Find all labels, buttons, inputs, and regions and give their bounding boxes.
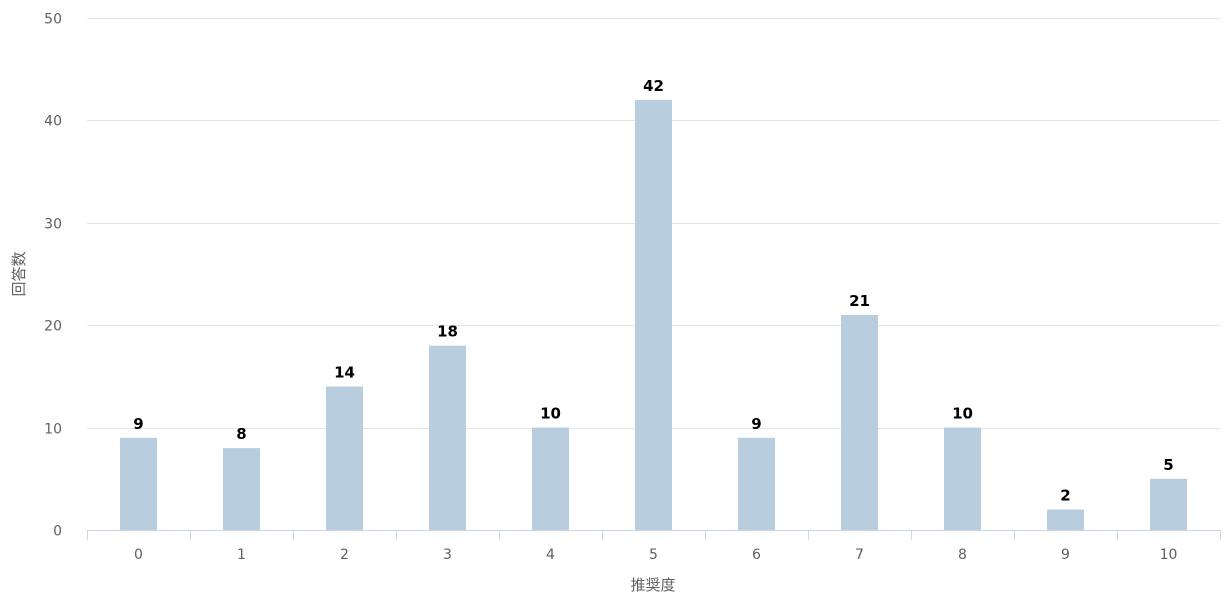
bar-4[interactable] [532, 427, 569, 530]
bar-8[interactable] [944, 427, 981, 530]
y-tick-label: 20 [44, 319, 62, 335]
bar-1[interactable] [223, 448, 260, 530]
data-labels: 9 8 14 18 10 42 9 21 10 2 5 [133, 77, 1173, 505]
data-label-0: 9 [133, 415, 143, 433]
x-tick-label: 3 [443, 547, 452, 563]
x-tick-label: 0 [134, 547, 143, 563]
x-tick-label: 7 [855, 547, 864, 563]
x-axis-title: 推奨度 [630, 576, 675, 594]
data-label-2: 14 [334, 364, 355, 382]
data-label-1: 8 [236, 425, 246, 443]
data-label-4: 10 [540, 405, 561, 423]
y-tick-label: 30 [44, 217, 62, 233]
x-tick-label: 1 [237, 547, 246, 563]
data-label-5: 42 [643, 77, 664, 95]
bar-10[interactable] [1150, 478, 1187, 530]
y-axis-ticks: 0 10 20 30 40 50 [44, 12, 62, 540]
bar-7[interactable] [841, 315, 878, 530]
x-tick-label: 5 [649, 547, 658, 563]
data-label-9: 2 [1060, 487, 1070, 505]
x-tick-label: 2 [340, 547, 349, 563]
data-label-3: 18 [437, 323, 458, 341]
bar-2[interactable] [326, 386, 363, 530]
data-label-6: 9 [751, 415, 761, 433]
y-tick-label: 10 [44, 422, 62, 438]
bar-5[interactable] [635, 99, 672, 531]
bar-9[interactable] [1047, 509, 1084, 531]
y-tick-label: 40 [44, 114, 62, 130]
bar-3[interactable] [429, 345, 466, 530]
y-axis-title: 回答数 [10, 251, 28, 296]
x-tick-label: 4 [546, 547, 555, 563]
x-tick-label: 9 [1061, 547, 1070, 563]
x-tick-label: 6 [752, 547, 761, 563]
x-tick-label: 8 [958, 547, 967, 563]
bars [120, 99, 1187, 531]
data-label-7: 21 [849, 292, 870, 310]
bar-6[interactable] [738, 437, 775, 530]
bar-0[interactable] [120, 437, 157, 530]
x-tick-label: 10 [1160, 547, 1178, 563]
data-label-10: 5 [1163, 456, 1173, 474]
y-tick-label: 0 [53, 524, 62, 540]
y-tick-label: 50 [44, 12, 62, 28]
x-axis: 0 1 2 3 4 5 6 7 8 9 10 [87, 530, 1221, 563]
data-label-8: 10 [952, 405, 973, 423]
